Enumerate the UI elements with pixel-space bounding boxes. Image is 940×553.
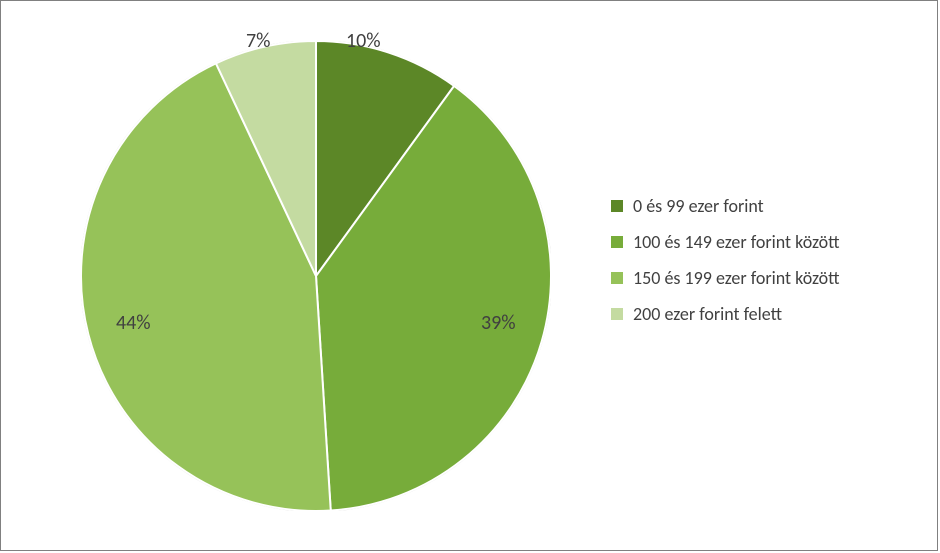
- legend-item-1: 100 és 149 ezer forint között: [611, 231, 840, 253]
- legend-swatch-0: [611, 200, 623, 212]
- legend-swatch-2: [611, 272, 623, 284]
- legend-text-0: 0 és 99 ezer forint: [633, 195, 764, 217]
- legend-swatch-3: [611, 308, 623, 320]
- legend-swatch-1: [611, 236, 623, 248]
- legend: 0 és 99 ezer forint 100 és 149 ezer fori…: [611, 181, 840, 339]
- pie-chart: [81, 41, 551, 511]
- pie-label-1: 39%: [481, 311, 516, 335]
- legend-item-3: 200 ezer forint felett: [611, 303, 840, 325]
- chart-frame: 10% 39% 44% 7% 0 és 99 ezer forint 100 é…: [0, 0, 938, 551]
- pie-label-3: 7%: [246, 29, 270, 53]
- legend-text-2: 150 és 199 ezer forint között: [633, 267, 840, 289]
- pie-label-0: 10%: [346, 29, 381, 53]
- pie-svg: [81, 41, 551, 511]
- legend-text-1: 100 és 149 ezer forint között: [633, 231, 840, 253]
- legend-text-3: 200 ezer forint felett: [633, 303, 782, 325]
- legend-item-0: 0 és 99 ezer forint: [611, 195, 840, 217]
- legend-item-2: 150 és 199 ezer forint között: [611, 267, 840, 289]
- pie-label-2: 44%: [116, 311, 151, 335]
